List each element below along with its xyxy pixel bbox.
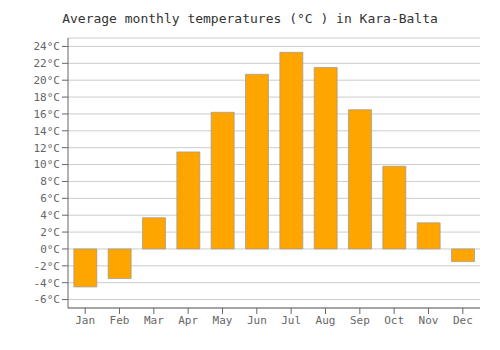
svg-text:Jan: Jan <box>75 314 95 327</box>
svg-text:24°C: 24°C <box>34 40 61 53</box>
svg-text:10°C: 10°C <box>34 158 61 171</box>
svg-text:-6°C: -6°C <box>34 293 61 306</box>
svg-text:Aug: Aug <box>316 314 336 327</box>
svg-text:14°C: 14°C <box>34 125 61 138</box>
svg-text:Feb: Feb <box>110 314 130 327</box>
svg-text:-2°C: -2°C <box>34 260 61 273</box>
html-text:Average monthly temperatures (: Average monthly temperatures (°C ) in Ka… <box>62 11 438 26</box>
svg-text:20°C: 20°C <box>34 74 61 87</box>
svg-text:Oct: Oct <box>384 314 404 327</box>
svg-text:Dec: Dec <box>453 314 473 327</box>
svg-text:22°C: 22°C <box>34 57 61 70</box>
svg-text:6°C: 6°C <box>40 192 60 205</box>
svg-text:Nov: Nov <box>419 314 439 327</box>
svg-text:2°C: 2°C <box>40 226 60 239</box>
svg-text:0°C: 0°C <box>40 243 60 256</box>
svg-text:May: May <box>213 314 233 327</box>
svg-text:Mar: Mar <box>144 314 164 327</box>
svg-text:12°C: 12°C <box>34 142 61 155</box>
svg-text:Apr: Apr <box>178 314 198 327</box>
svg-text:4°C: 4°C <box>40 209 60 222</box>
svg-text:Jul: Jul <box>281 314 301 327</box>
svg-text:-4°C: -4°C <box>34 277 61 290</box>
svg-text:Sep: Sep <box>350 314 370 327</box>
svg-text:8°C: 8°C <box>40 175 60 188</box>
svg-text:Jun: Jun <box>247 314 267 327</box>
svg-text:16°C: 16°C <box>34 108 61 121</box>
svg-text:18°C: 18°C <box>34 91 61 104</box>
